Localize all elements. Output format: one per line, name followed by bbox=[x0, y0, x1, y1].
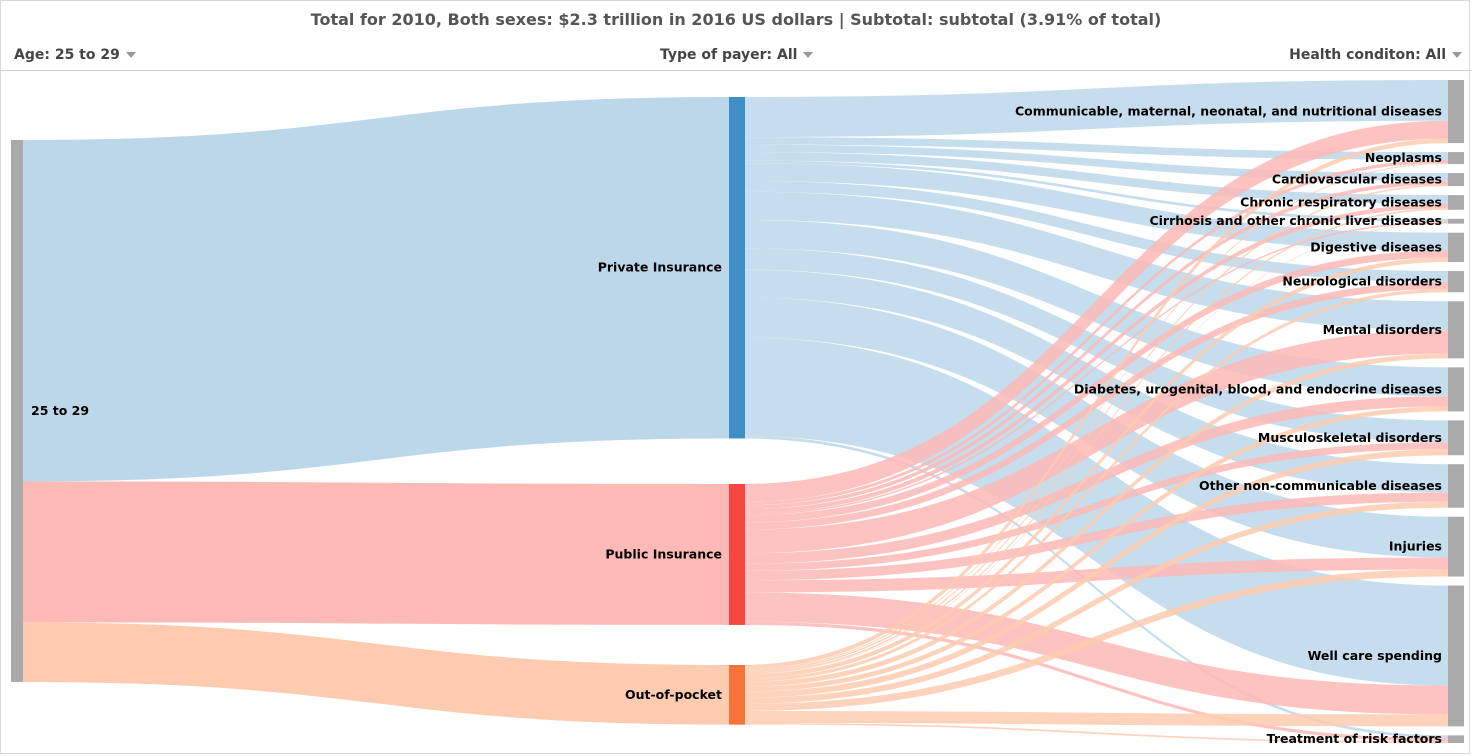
node-private-insurance[interactable] bbox=[729, 97, 745, 439]
links-group bbox=[23, 80, 1448, 743]
link-private-insurance-well-care-spending[interactable] bbox=[741, 337, 1448, 686]
node-label-mental-disorders: Mental disorders bbox=[1323, 322, 1442, 337]
node-label-chronic-respiratory-diseases: Chronic respiratory diseases bbox=[1240, 194, 1442, 209]
link-public-insurance-digestive-diseases[interactable] bbox=[741, 250, 1448, 523]
node-label-cardiovascular-diseases: Cardiovascular diseases bbox=[1272, 172, 1442, 187]
node-mental-disorders[interactable] bbox=[1448, 301, 1464, 359]
link-out-of-pocket-chronic-respiratory-diseases[interactable] bbox=[741, 208, 1448, 674]
node-injuries[interactable] bbox=[1448, 516, 1464, 577]
link-private-insurance-neurological-disorders[interactable] bbox=[741, 180, 1448, 282]
age-filter-label: Age: 25 to 29 bbox=[14, 47, 120, 63]
link-public-insurance-chronic-respiratory-diseases[interactable] bbox=[741, 203, 1448, 514]
labels-group: 25 to 29 Private Insurance Public Insuranc… bbox=[31, 104, 1442, 747]
node-label-out-of-pocket: Out-of-pocket bbox=[625, 687, 722, 702]
link-out-of-pocket-cardiovascular-diseases[interactable] bbox=[741, 184, 1448, 673]
nodes-group bbox=[11, 80, 1464, 743]
node-label-musculoskeletal-disorders: Musculoskeletal disorders bbox=[1258, 430, 1442, 445]
node-public-insurance[interactable] bbox=[729, 484, 745, 625]
chevron-down-icon bbox=[1452, 52, 1462, 58]
link-private-insurance-other-non-communicable-diseases[interactable] bbox=[741, 269, 1448, 493]
link-private-insurance-cirrhosis-and-other-chronic-liver-diseases[interactable] bbox=[741, 160, 1448, 222]
link-out-of-pocket-neoplasms[interactable] bbox=[741, 162, 1448, 671]
condition-filter-dropdown[interactable]: Health conditon: All bbox=[1289, 47, 1462, 63]
link-public-insurance-well-care-spending[interactable] bbox=[741, 592, 1448, 715]
node-label-neurological-disorders: Neurological disorders bbox=[1282, 274, 1442, 289]
link-source-private-insurance[interactable] bbox=[23, 97, 729, 482]
link-public-insurance-cardiovascular-diseases[interactable] bbox=[741, 180, 1448, 510]
node-label-communicable-maternal-neonatal-and-nutritional-diseases: Communicable, maternal, neonatal, and nu… bbox=[1015, 104, 1442, 119]
link-public-insurance-musculoskeletal-disorders[interactable] bbox=[741, 442, 1448, 571]
link-private-insurance-mental-disorders[interactable] bbox=[741, 191, 1448, 331]
link-public-insurance-communicable-maternal-neonatal-and-nutritional-diseases[interactable] bbox=[741, 120, 1448, 503]
node-neurological-disorders[interactable] bbox=[1448, 271, 1464, 293]
link-private-insurance-neoplasms[interactable] bbox=[741, 137, 1448, 160]
link-out-of-pocket-mental-disorders[interactable] bbox=[741, 353, 1448, 687]
link-public-insurance-cirrhosis-and-other-chronic-liver-diseases[interactable] bbox=[741, 221, 1448, 516]
link-public-insurance-other-non-communicable-diseases[interactable] bbox=[741, 492, 1448, 581]
node-label-well-care-spending: Well care spending bbox=[1308, 648, 1442, 663]
node-label-diabetes-urogenital-blood-and-endocrine-diseases: Diabetes, urogenital, blood, and endocri… bbox=[1074, 381, 1442, 396]
link-source-out-of-pocket[interactable] bbox=[23, 622, 729, 725]
node-neoplasms[interactable] bbox=[1448, 152, 1464, 165]
link-out-of-pocket-other-non-communicable-diseases[interactable] bbox=[741, 501, 1448, 704]
node-cardiovascular-diseases[interactable] bbox=[1448, 173, 1464, 187]
link-private-insurance-digestive-diseases[interactable] bbox=[741, 163, 1448, 251]
node-chronic-respiratory-diseases[interactable] bbox=[1448, 195, 1464, 210]
link-out-of-pocket-well-care-spending[interactable] bbox=[741, 710, 1448, 727]
node-label-25-to-29: 25 to 29 bbox=[31, 403, 89, 418]
node-digestive-diseases[interactable] bbox=[1448, 232, 1464, 263]
link-public-insurance-diabetes-urogenital-blood-and-endocrine-diseases[interactable] bbox=[741, 396, 1448, 564]
age-filter-dropdown[interactable]: Age: 25 to 29 bbox=[14, 47, 136, 63]
filter-bar: Age: 25 to 29 Type of payer: All Health … bbox=[0, 42, 1472, 71]
node-label-cirrhosis-and-other-chronic-liver-diseases: Cirrhosis and other chronic liver diseas… bbox=[1149, 213, 1442, 228]
link-private-insurance-chronic-respiratory-diseases[interactable] bbox=[741, 152, 1448, 204]
link-private-insurance-injuries[interactable] bbox=[741, 297, 1448, 558]
node-label-private-insurance: Private Insurance bbox=[598, 260, 722, 275]
node-communicable-maternal-neonatal-and-nutritional-diseases[interactable] bbox=[1448, 80, 1464, 144]
node-well-care-spending[interactable] bbox=[1448, 585, 1464, 727]
chart-title: Total for 2010, Both sexes: $2.3 trillio… bbox=[310, 10, 1162, 29]
link-source-public-insurance[interactable] bbox=[23, 481, 729, 625]
chevron-down-icon bbox=[803, 52, 814, 58]
link-out-of-pocket-injuries[interactable] bbox=[741, 569, 1448, 711]
link-out-of-pocket-digestive-diseases[interactable] bbox=[741, 257, 1448, 679]
link-out-of-pocket-cirrhosis-and-other-chronic-liver-diseases[interactable] bbox=[741, 223, 1448, 675]
node-label-injuries: Injuries bbox=[1389, 539, 1442, 554]
node-label-public-insurance: Public Insurance bbox=[605, 546, 722, 561]
node-musculoskeletal-disorders[interactable] bbox=[1448, 420, 1464, 456]
link-public-insurance-treatment-of-risk-factors[interactable] bbox=[741, 621, 1448, 742]
condition-filter-label: Health conditon: All bbox=[1289, 47, 1446, 63]
link-private-insurance-communicable-maternal-neonatal-and-nutritional-diseases[interactable] bbox=[741, 80, 1448, 138]
link-private-insurance-treatment-of-risk-factors[interactable] bbox=[741, 435, 1448, 739]
node-label-other-non-communicable-diseases: Other non-communicable diseases bbox=[1199, 478, 1442, 493]
chevron-down-icon bbox=[125, 52, 136, 58]
payer-filter-dropdown[interactable]: Type of payer: All bbox=[660, 47, 814, 63]
node-label-neoplasms: Neoplasms bbox=[1365, 150, 1442, 165]
link-out-of-pocket-musculoskeletal-disorders[interactable] bbox=[741, 449, 1448, 698]
link-out-of-pocket-neurological-disorders[interactable] bbox=[741, 288, 1448, 682]
link-out-of-pocket-treatment-of-risk-factors[interactable] bbox=[741, 722, 1448, 743]
node-diabetes-urogenital-blood-and-endocrine-diseases[interactable] bbox=[1448, 367, 1464, 412]
link-out-of-pocket-communicable-maternal-neonatal-and-nutritional-diseases[interactable] bbox=[741, 138, 1448, 670]
node-label-treatment-of-risk-factors: Treatment of risk factors bbox=[1267, 731, 1442, 746]
node-label-digestive-diseases: Digestive diseases bbox=[1310, 239, 1442, 254]
payer-filter-label: Type of payer: All bbox=[660, 47, 798, 63]
node-25-to-29[interactable] bbox=[11, 140, 23, 682]
node-out-of-pocket[interactable] bbox=[729, 665, 745, 725]
node-treatment-of-risk-factors[interactable] bbox=[1448, 735, 1464, 743]
link-out-of-pocket-diabetes-urogenital-blood-and-endocrine-diseases[interactable] bbox=[741, 406, 1448, 692]
node-cirrhosis-and-other-chronic-liver-diseases[interactable] bbox=[1448, 218, 1464, 224]
node-other-non-communicable-diseases[interactable] bbox=[1448, 464, 1464, 508]
link-public-insurance-neoplasms[interactable] bbox=[741, 159, 1448, 506]
